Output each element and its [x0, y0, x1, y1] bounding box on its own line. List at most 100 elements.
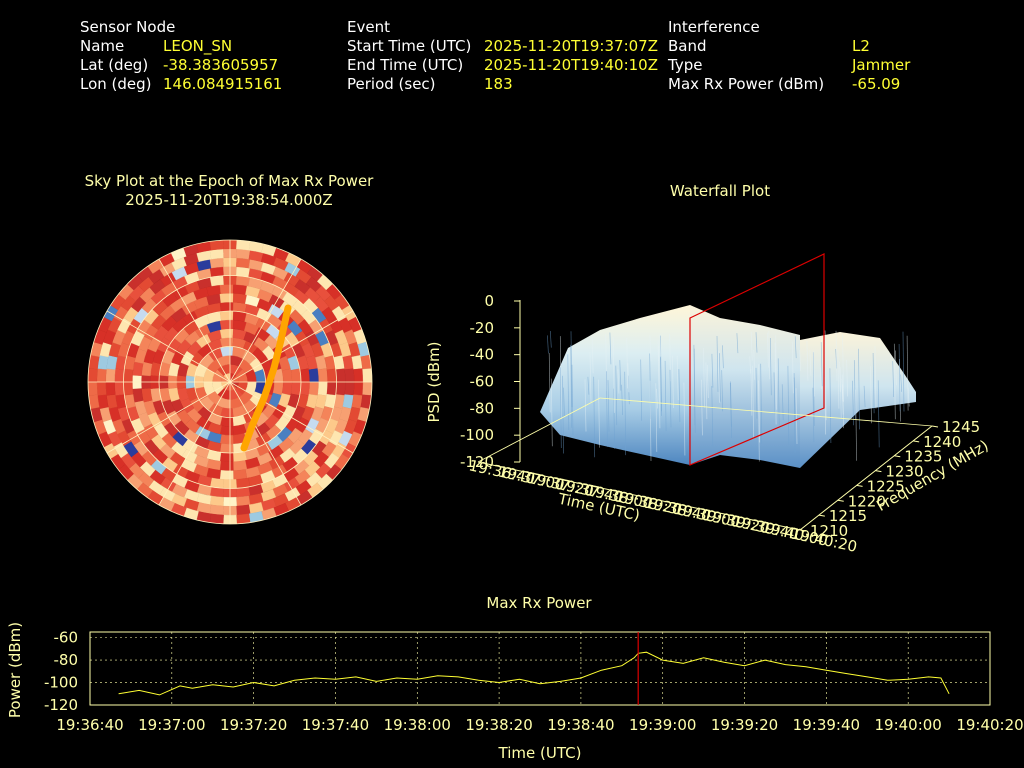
- waterfall-texture-stroke: [806, 340, 809, 381]
- waterfall-texture-stroke: [624, 371, 627, 456]
- interference-title: Interference: [668, 18, 760, 36]
- waterfall-texture-stroke: [571, 364, 574, 436]
- max-rx-x-tick-label: 19:38:00: [384, 716, 451, 734]
- waterfall-texture-stroke: [718, 350, 720, 403]
- waterfall-texture-stroke: [793, 377, 796, 421]
- sky-cell: [362, 368, 372, 383]
- waterfall-freq-tick: [913, 440, 920, 443]
- sky-azimuth-spoke: [158, 258, 231, 383]
- max-rx-x-tick-label: 19:37:40: [302, 716, 369, 734]
- waterfall-texture-stroke: [769, 337, 772, 396]
- waterfall-texture-stroke: [781, 384, 784, 421]
- sky-cell: [105, 381, 116, 396]
- waterfall-texture-stroke: [547, 335, 549, 354]
- waterfall-texture-stroke: [716, 335, 719, 392]
- sensor-node-title: Sensor Node: [80, 18, 176, 36]
- waterfall-texture-stroke: [683, 382, 686, 456]
- waterfall-texture-stroke: [589, 351, 592, 403]
- waterfall-texture-stroke: [842, 333, 844, 402]
- waterfall-texture-stroke: [548, 352, 551, 413]
- waterfall-texture-stroke: [656, 388, 658, 409]
- interference-type-label: Type: [668, 56, 703, 74]
- sky-plot-title: Sky Plot at the Epoch of Max Rx Power: [85, 172, 375, 190]
- waterfall-texture-stroke: [711, 385, 714, 447]
- waterfall-z-tick-label: -40: [470, 346, 495, 364]
- sky-cell: [335, 368, 346, 383]
- interference-type-value: Jammer: [852, 56, 911, 74]
- sky-plot: Sky Plot at the Epoch of Max Rx Power 20…: [85, 172, 375, 525]
- waterfall-block-left: [540, 305, 690, 465]
- max-rx-x-tick-label: 19:37:20: [220, 716, 287, 734]
- max-rx-y-tick-label: -60: [54, 629, 79, 647]
- sky-cell: [219, 470, 234, 480]
- waterfall-texture-stroke: [755, 367, 758, 419]
- max-rx-x-tick-label: 19:40:00: [874, 716, 941, 734]
- waterfall-texture-stroke: [640, 359, 643, 421]
- event-info: Event Start Time (UTC) 2025-11-20T19:37:…: [347, 18, 667, 98]
- sky-cell: [299, 368, 311, 383]
- waterfall-texture-stroke: [750, 369, 753, 416]
- waterfall-freq-tick-label: 1245: [942, 418, 980, 436]
- waterfall-time-ticks: 19:36:4019:37:0019:37:2019:37:4019:38:00…: [467, 456, 859, 556]
- event-start-label: Start Time (UTC): [347, 37, 472, 55]
- max-rx-title: Max Rx Power: [486, 594, 592, 612]
- sky-cell: [232, 293, 248, 304]
- sky-cell: [219, 310, 234, 321]
- interference-band-value: L2: [852, 37, 870, 55]
- waterfall-back-axis-2: [599, 397, 933, 427]
- event-end-value: 2025-11-20T19:40:10Z: [484, 56, 658, 74]
- sky-grid: [87, 239, 373, 525]
- waterfall-texture-stroke: [559, 336, 562, 419]
- waterfall-texture-stroke: [730, 381, 732, 438]
- waterfall-texture-stroke: [874, 346, 877, 409]
- max-rx-frame: [89, 631, 991, 706]
- waterfall-texture-stroke: [835, 330, 838, 381]
- waterfall-texture-stroke: [669, 333, 671, 382]
- waterfall-freq-tick-label: 1210: [810, 522, 848, 540]
- waterfall-texture-stroke: [767, 332, 769, 368]
- waterfall-texture-stroke: [736, 333, 739, 354]
- waterfall-texture-stroke: [829, 368, 832, 444]
- waterfall-block-right: [800, 332, 916, 468]
- sky-cell: [219, 461, 234, 471]
- sky-cell: [114, 368, 125, 383]
- sky-cell: [123, 368, 134, 383]
- waterfall-texture-stroke: [842, 384, 844, 429]
- sky-cell: [290, 368, 302, 383]
- event-start-value: 2025-11-20T19:37:07Z: [484, 37, 658, 55]
- sky-cell: [209, 257, 224, 269]
- waterfall-texture-stroke: [612, 337, 615, 413]
- waterfall-freq-tick: [931, 425, 939, 428]
- waterfall-texture-stroke: [900, 374, 903, 392]
- max-rx-series-line: [118, 651, 950, 696]
- sky-cell: [219, 301, 234, 312]
- waterfall-freq-tick: [875, 470, 882, 473]
- sky-cell: [236, 504, 251, 516]
- sky-cell: [344, 381, 355, 396]
- sky-cell: [236, 513, 251, 524]
- sky-cell: [219, 319, 234, 330]
- event-end-label: End Time (UTC): [347, 56, 464, 74]
- sensor-lat-label: Lat (deg): [80, 56, 149, 74]
- waterfall-texture-stroke: [774, 342, 777, 425]
- waterfall-texture-stroke: [773, 372, 776, 415]
- sky-cell: [209, 513, 224, 524]
- waterfall-texture-stroke: [706, 364, 709, 399]
- sky-cell: [281, 368, 293, 383]
- waterfall-texture-stroke: [676, 355, 679, 401]
- waterfall-freq-tick-label: 1240: [923, 433, 961, 451]
- waterfall-texture-stroke: [794, 336, 797, 359]
- sky-cell: [353, 368, 364, 383]
- waterfall-texture-stroke: [721, 370, 724, 412]
- sensor-name-value: LEON_SN: [163, 37, 233, 55]
- sky-cell: [96, 381, 107, 396]
- sky-cell: [219, 443, 234, 454]
- waterfall-texture-stroke: [799, 350, 802, 371]
- sky-cell: [219, 284, 234, 294]
- sky-cell: [219, 452, 234, 463]
- waterfall-texture-stroke: [824, 377, 827, 435]
- waterfall-texture-stroke: [755, 332, 758, 353]
- waterfall-texture-stroke: [570, 344, 573, 428]
